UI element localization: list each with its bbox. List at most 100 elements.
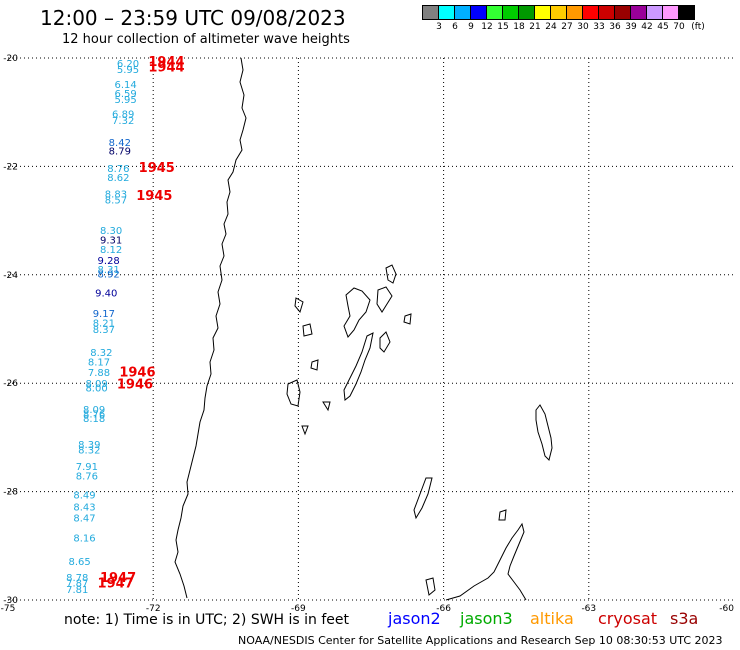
wave-height-label: 8.00 bbox=[85, 383, 107, 394]
legend-label: 27 bbox=[561, 22, 573, 32]
salar-15 bbox=[498, 509, 507, 521]
wave-height-label: 8.32 bbox=[90, 348, 112, 359]
lon-label: -69 bbox=[291, 604, 306, 614]
salar-13 bbox=[413, 477, 433, 520]
wave-height-label: 8.30 bbox=[100, 226, 122, 237]
legend-label: 36 bbox=[609, 22, 621, 32]
wave-height-label: 8.18 bbox=[83, 414, 105, 425]
legend-label: 9 bbox=[468, 22, 474, 32]
lake-titicaca-region bbox=[535, 404, 553, 461]
argentina-coast bbox=[445, 522, 527, 601]
satellite-cryosat: cryosat bbox=[598, 609, 658, 628]
pass-time-label: 1944 bbox=[148, 55, 184, 70]
legend-label: 42 bbox=[641, 22, 653, 32]
wave-height-label: 7.81 bbox=[66, 585, 88, 596]
legend-label: 45 bbox=[657, 22, 669, 32]
salar-12 bbox=[322, 401, 331, 412]
pass-time-label: 1945 bbox=[139, 161, 175, 176]
legend-unit: (ft) bbox=[691, 22, 705, 32]
wave-height-label: 9.31 bbox=[100, 235, 122, 246]
legend-label: 3 bbox=[436, 22, 442, 32]
salar-2 bbox=[376, 286, 393, 313]
wave-height-label: 8.17 bbox=[88, 357, 110, 368]
legend-label: 70 bbox=[673, 22, 685, 32]
legend-label: 18 bbox=[513, 22, 525, 32]
wave-height-label: 8.76 bbox=[76, 472, 98, 483]
wave-height-label: 8.49 bbox=[73, 491, 95, 502]
wave-height-label: 7.32 bbox=[112, 116, 134, 127]
wave-height-label: 8.31 bbox=[98, 265, 120, 276]
wave-height-label: 8.09 bbox=[85, 379, 107, 390]
wave-height-label: 8.37 bbox=[93, 325, 115, 336]
legend-swatch bbox=[678, 5, 695, 20]
pass-time-label: 1946 bbox=[117, 378, 153, 393]
lon-label: -75 bbox=[1, 604, 16, 614]
salar-3 bbox=[343, 287, 371, 338]
wave-height-label: 8.62 bbox=[107, 173, 129, 184]
wave-height-label: 8.42 bbox=[109, 138, 131, 149]
wave-height-label: 8.47 bbox=[73, 513, 95, 524]
wave-height-label: 9.17 bbox=[93, 309, 115, 320]
lat-label: -28 bbox=[3, 488, 18, 498]
legend-label: 33 bbox=[593, 22, 605, 32]
salar-1 bbox=[385, 264, 397, 284]
pass-time-label: 1944 bbox=[148, 61, 184, 76]
wave-height-label: 8.78 bbox=[66, 573, 88, 584]
lat-label: -30 bbox=[3, 596, 18, 606]
pass-time-label: 1947 bbox=[98, 577, 134, 592]
graticule: -20 -22 -24 -26 -28 -30-75 -72 -69 -66 -63 -60 bbox=[1, 54, 735, 614]
footer-credit: NOAA/NESDIS Center for Satellite Applica… bbox=[238, 634, 723, 647]
salar-7 bbox=[379, 331, 391, 353]
lon-label: -60 bbox=[719, 604, 734, 614]
salar-14 bbox=[425, 577, 436, 596]
satellite-altika: altika bbox=[530, 609, 574, 628]
satellite-s3a: s3a bbox=[670, 609, 699, 628]
wave-height-label: 8.83 bbox=[105, 189, 127, 200]
wave-height-label: 6.59 bbox=[114, 89, 136, 100]
wave-height-label: 7.87 bbox=[66, 578, 88, 589]
legend-label: 30 bbox=[577, 22, 589, 32]
lat-label: -22 bbox=[3, 162, 18, 172]
wave-height-label: 9.28 bbox=[98, 256, 120, 267]
salar-10 bbox=[286, 379, 301, 407]
wave-height-label: 8.92 bbox=[98, 270, 120, 281]
wave-height-label: 8.79 bbox=[109, 146, 131, 157]
legend-label: 24 bbox=[545, 22, 557, 32]
wave-observations: 6.205.956.146.595.956.897.328.428.798.76… bbox=[66, 59, 139, 596]
salar-6 bbox=[343, 332, 374, 401]
wave-height-label: 7.91 bbox=[76, 462, 98, 473]
pass-time-label: 1947 bbox=[100, 571, 136, 586]
wave-height-label: 6.89 bbox=[112, 110, 134, 121]
wave-height-label: 8.32 bbox=[78, 446, 100, 457]
legend-labels: 3 6 9 12 15 18 21 24 27 30 33 36 39 42 45 70 (ft) bbox=[422, 20, 705, 34]
wave-height-label: 8.43 bbox=[73, 503, 95, 514]
wave-height-label: 5.95 bbox=[114, 95, 136, 106]
salar-8 bbox=[403, 313, 412, 325]
wave-height-label: 8.39 bbox=[78, 440, 100, 451]
wave-height-label: 6.20 bbox=[117, 59, 139, 70]
lon-label: -66 bbox=[436, 604, 451, 614]
legend-label: 15 bbox=[497, 22, 509, 32]
wave-height-label: 6.14 bbox=[114, 80, 136, 91]
salar-5 bbox=[302, 323, 313, 337]
wave-height-label: 5.95 bbox=[117, 65, 139, 76]
chile-coastline bbox=[174, 57, 247, 599]
legend-label: 21 bbox=[529, 22, 541, 32]
wave-height-label: 8.65 bbox=[69, 557, 91, 568]
salar-11 bbox=[301, 425, 309, 436]
pass-time-label: 1946 bbox=[119, 366, 155, 381]
legend-swatches bbox=[422, 5, 695, 20]
lon-label: -63 bbox=[581, 604, 596, 614]
map-subtitle: 12 hour collection of altimeter wave hei… bbox=[62, 32, 350, 47]
lon-label: -72 bbox=[146, 604, 161, 614]
wave-height-label: 8.16 bbox=[73, 533, 95, 544]
map-title: 12:00 – 23:59 UTC 09/08/2023 bbox=[40, 6, 346, 30]
wave-height-label: 8.12 bbox=[100, 245, 122, 256]
salar-9 bbox=[310, 359, 319, 371]
color-legend: 3 6 9 12 15 18 21 24 27 30 33 36 39 42 45 70 (ft) bbox=[422, 5, 705, 34]
legend-label: 6 bbox=[452, 22, 458, 32]
lat-label: -26 bbox=[3, 379, 18, 389]
pass-time-label: 1945 bbox=[136, 189, 172, 204]
